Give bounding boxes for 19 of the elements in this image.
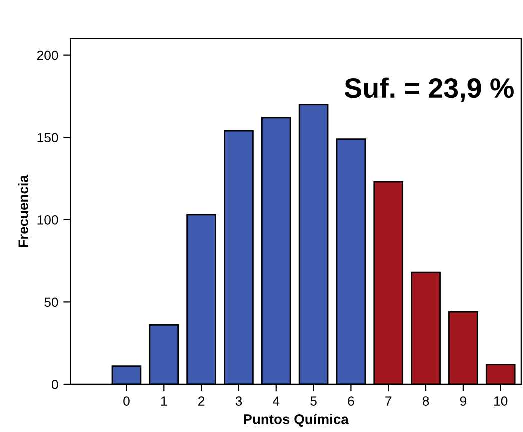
y-tick-label: 50	[44, 298, 58, 308]
y-axis-title: Frecuencia	[18, 174, 28, 248]
x-axis-title: Puntos Química	[244, 414, 349, 427]
x-tick-label: 4	[273, 396, 280, 406]
x-tick-label: 3	[236, 396, 242, 406]
y-tick-label: 200	[37, 50, 58, 60]
x-tick-label: 6	[348, 396, 354, 406]
x-tick-label: 9	[460, 396, 466, 406]
x-tick-label: 7	[386, 396, 392, 406]
x-tick-label: 10	[494, 396, 508, 406]
x-tick-label: 2	[198, 396, 205, 406]
x-tick-label: 0	[124, 396, 130, 406]
x-tick-label: 1	[161, 396, 168, 406]
y-tick-label: 150	[38, 133, 58, 143]
y-tick-label: 0	[52, 380, 58, 390]
x-tick-label: 8	[422, 396, 430, 406]
annotation: Suf. = 23,9 %	[344, 78, 514, 102]
x-tick-label: 5	[310, 396, 317, 406]
y-tick-label: 100	[38, 215, 58, 225]
